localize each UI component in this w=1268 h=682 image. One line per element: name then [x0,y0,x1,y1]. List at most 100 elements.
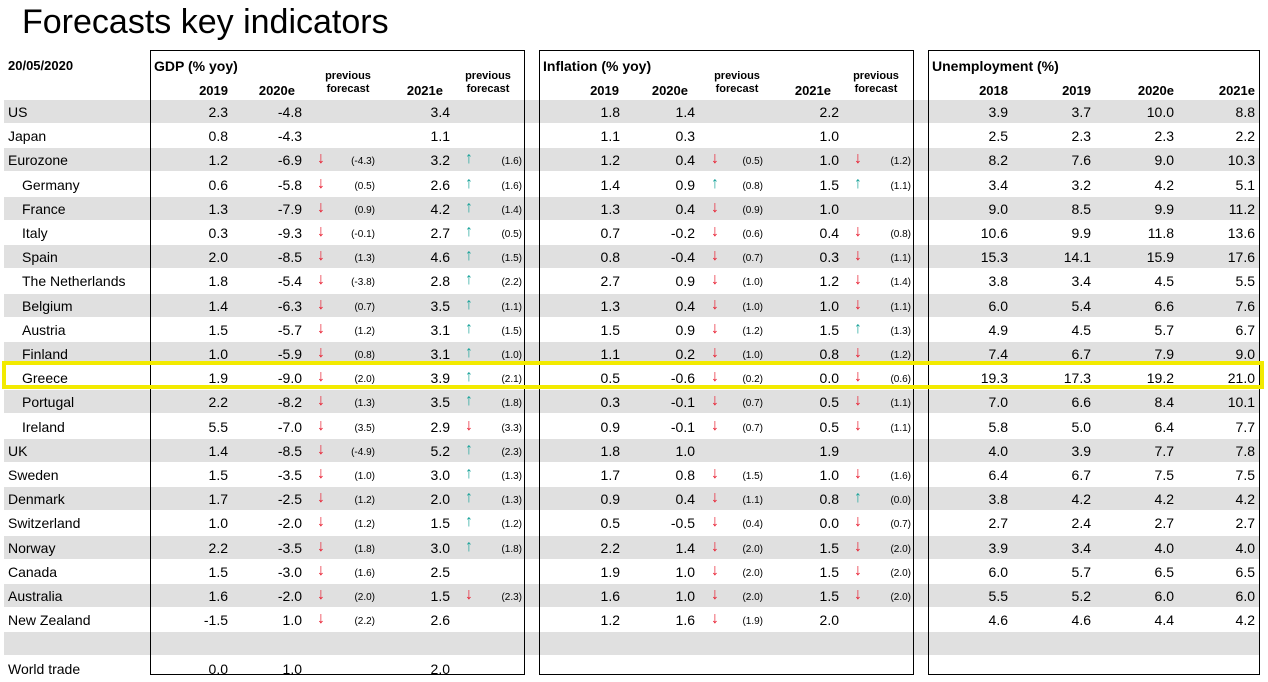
cell-value: 1.6 [600,588,620,604]
cell-value: 3.4 [988,176,1008,193]
previous-forecast-value: (1.3) [501,471,522,482]
previous-forecast-value: (2.0) [890,543,911,555]
cell-value: 4.5 [1154,273,1174,290]
inflation-header-prev2: previous forecast [846,70,906,96]
cell-value: 1.0 [675,563,695,580]
cell-value: 0.8 [675,467,695,483]
previous-forecast-value: (0.4) [742,519,763,531]
cell-value: -4.8 [277,104,302,120]
cell-value: 3.7 [1071,104,1091,120]
previous-forecast-value: (1.8) [354,543,375,555]
arrow-down-icon: ↓ [854,150,862,168]
arrow-down-icon: ↓ [854,344,862,361]
cell-value: 6.0 [1154,588,1174,604]
cell-value: 0.4 [819,225,839,241]
arrow-up-icon: ↑ [465,271,473,289]
cell-value: 3.2 [430,152,450,169]
previous-forecast-value: (-4.3) [351,156,375,168]
cell-value: 11.2 [1228,200,1255,217]
cell-value: 1.4 [675,104,695,120]
cell-value: 2.7 [988,515,1008,532]
gdp-header-2021e: 2021e [406,83,443,98]
cell-value: 7.6 [1071,152,1091,169]
arrow-down-icon: ↓ [317,561,325,579]
cell-value: 2.3 [208,104,228,120]
row-band [4,535,1260,559]
cell-value: 2.5 [988,128,1008,145]
cell-value: 1.0 [675,442,695,459]
previous-forecast-value: (1.2) [354,519,375,531]
cell-value: 0.9 [675,321,695,338]
row-label: France [22,200,66,217]
cell-value: 0.4 [675,152,695,169]
cell-value: 7.8 [1235,442,1255,459]
gdp-header-prev2-line2: forecast [466,83,510,95]
arrow-up-icon: ↑ [465,440,473,458]
arrow-down-icon: ↓ [317,537,325,555]
cell-value: 1.0 [208,346,228,362]
cell-value: 3.4 [1071,273,1091,290]
unemployment-header-2018: 2018 [979,83,1008,98]
cell-value: 2.2 [1235,128,1255,145]
cell-value: -0.1 [670,418,695,435]
previous-forecast-value: (0.9) [354,204,375,216]
previous-forecast-value: (1.3) [354,398,375,410]
row-band [4,632,1260,656]
arrow-up-icon: ↑ [465,489,473,507]
arrow-down-icon: ↓ [317,465,325,482]
arrow-up-icon: ↑ [465,465,473,482]
arrow-down-icon: ↓ [711,223,719,240]
cell-value: 0.7 [600,225,620,241]
cell-value: 9.0 [988,200,1008,217]
previous-forecast-value: (1.3) [354,253,375,265]
previous-forecast-value: (0.8) [742,180,763,192]
cell-value: 0.5 [600,515,620,532]
inflation-header-prev1-line1: previous [714,70,760,82]
cell-value: 1.5 [430,515,450,532]
cell-value: -3.5 [277,539,302,556]
cell-value: 2.5 [430,563,450,580]
cell-value: -5.4 [277,273,302,290]
previous-forecast-value: (1.0) [354,471,375,482]
arrow-down-icon: ↓ [317,586,325,603]
arrow-down-icon: ↓ [854,223,862,240]
cell-value: 4.5 [1071,321,1091,338]
previous-forecast-value: (1.6) [501,156,522,168]
cell-value: 17.6 [1227,249,1255,266]
arrow-down-icon: ↓ [317,150,325,168]
arrow-down-icon: ↓ [854,295,862,313]
arrow-down-icon: ↓ [711,392,719,410]
cell-value: 6.6 [1071,394,1091,411]
previous-forecast-value: (1.5) [501,325,522,337]
cell-value: 8.2 [988,152,1008,169]
cell-value: 2.9 [430,418,450,435]
cell-value: 1.3 [600,297,620,314]
previous-forecast-value: (2.0) [742,567,763,579]
cell-value: 0.3 [675,128,695,145]
previous-forecast-value: (0.0) [890,495,911,507]
cell-value: 7.6 [1235,297,1255,314]
previous-forecast-value: (2.1) [501,374,522,386]
cell-value: 0.4 [675,297,695,314]
arrow-down-icon: ↓ [465,416,473,434]
row-label: Canada [8,563,58,580]
cell-value: -0.4 [670,249,695,266]
cell-value: 2.6 [430,176,450,193]
cell-value: 4.2 [1071,491,1091,508]
row-band [4,100,1260,123]
cell-value: 0.5 [600,370,620,387]
row-band [4,342,1260,365]
unemployment-header-2021e: 2021e [1218,83,1255,98]
cell-value: 5.8 [988,418,1008,435]
unemployment-header-2019: 2019 [1062,83,1091,98]
gdp-header-2020e: 2020e [258,83,295,98]
cell-value: 1.1 [600,346,620,362]
row-label: Australia [8,588,63,604]
inflation-header-2021e: 2021e [794,83,831,98]
arrow-down-icon: ↓ [854,368,862,386]
previous-forecast-value: (1.4) [501,204,522,216]
cell-value: 4.2 [430,200,450,217]
cell-value: 0.4 [675,200,695,217]
cell-value: 10.0 [1146,104,1174,120]
row-label: The Netherlands [22,273,126,290]
